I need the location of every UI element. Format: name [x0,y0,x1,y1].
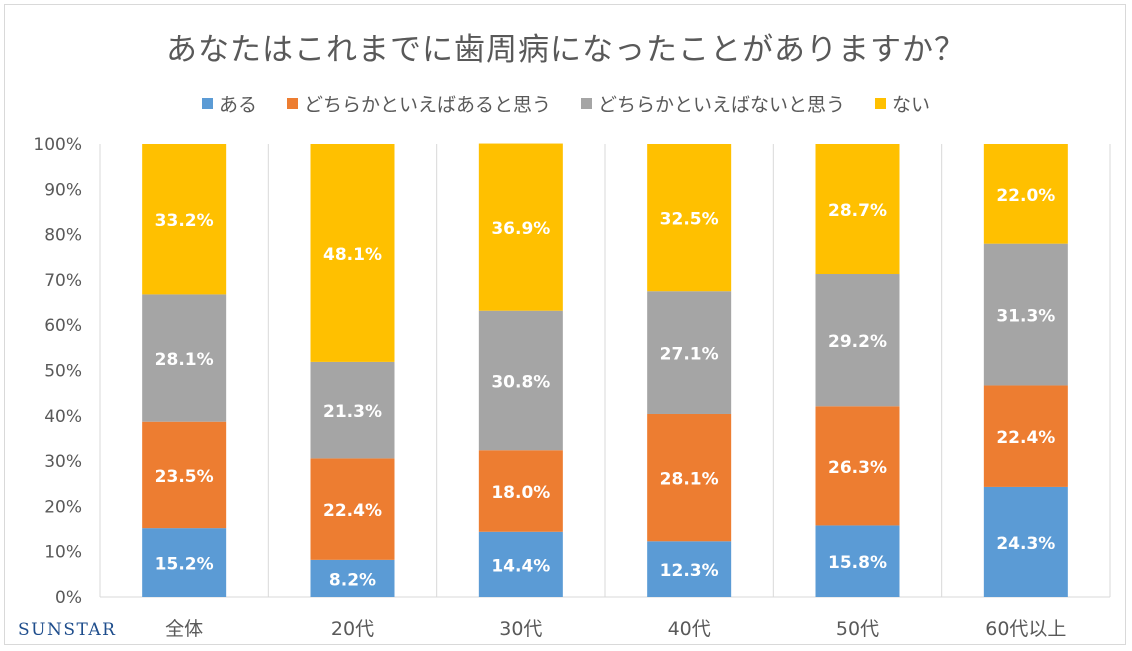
y-tick-label: 30% [44,452,82,472]
bar-segment [815,406,900,526]
legend-item-3: ない [875,90,930,117]
bar-segment [478,450,563,532]
data-label: 48.1% [323,245,382,265]
bar-segment [310,458,395,560]
bar-segment [815,144,900,275]
bar-segment [647,291,732,414]
data-label: 32.5% [660,210,719,230]
bar-segment [478,310,563,451]
brand-logo: SUNSTAR [18,620,117,640]
data-label: 22.0% [996,186,1055,206]
bar-segment [142,528,227,597]
data-label: 8.2% [329,570,376,590]
data-label: 28.7% [828,201,887,221]
bar-segment [310,144,395,362]
data-label: 29.2% [828,332,887,352]
legend-item-0: ある [201,90,257,117]
data-label: 23.5% [155,467,214,487]
legend-swatch [581,97,592,109]
y-tick-label: 20% [44,497,82,517]
y-tick-label: 70% [44,271,82,291]
data-label: 15.8% [828,553,887,573]
data-label: 36.9% [491,219,550,239]
x-tick-label: 40代 [668,618,711,640]
bar-segment [478,143,563,311]
y-tick-label: 50% [44,362,82,382]
data-label: 24.3% [996,534,1055,554]
y-tick-label: 10% [44,543,82,563]
bar-segment [983,243,1068,386]
data-label: 26.3% [828,458,887,478]
data-label: 28.1% [660,470,719,490]
bar-segment [983,144,1068,244]
y-tick-label: 60% [44,316,82,336]
chart-title: あなたはこれまでに歯周病になったことがありますか？ [166,32,966,68]
data-label: 27.1% [660,345,719,365]
data-label: 12.3% [660,561,719,581]
data-label: 18.0% [491,483,550,503]
legend-label: どちらかといえばないと思う [598,93,846,116]
y-tick-label: 80% [44,226,82,246]
y-tick-label: 40% [44,407,82,427]
data-label: 14.4% [491,556,550,576]
bar-segment [310,361,395,459]
bar-segment [142,144,227,295]
legend-label: ない [892,93,931,116]
y-tick-label: 100% [33,135,82,155]
legend-item-2: どちらかといえばないと思う [581,90,845,117]
legend-swatch [875,97,887,109]
bar-segment [815,525,900,597]
bar-segment [815,274,900,407]
bar-segment [983,486,1068,597]
data-label: 22.4% [323,501,382,521]
bar-segment [310,559,395,597]
legend-label: ある [218,93,257,116]
bar-segment [647,541,732,597]
legend: ある どちらかといえばあると思う どちらかといえばないと思う ない [0,90,1132,116]
bar-segment [142,421,227,529]
x-tick-label: 50代 [836,618,879,640]
data-label: 15.2% [155,555,214,575]
data-label: 31.3% [996,307,1055,327]
data-label: 22.4% [996,428,1055,448]
bar-segment [647,144,732,292]
x-tick-label: 20代 [331,618,374,640]
x-tick-label: 全体 [165,618,203,640]
x-tick-label: 30代 [499,618,542,640]
x-tick-label: 60代以上 [985,618,1066,640]
bar-segment [478,531,563,597]
bar-segment [647,413,732,542]
legend-item-1: どちらかといえばあると思う [286,90,551,117]
legend-swatch [201,97,213,109]
legend-label: どちらかといえばあると思う [303,93,551,116]
y-tick-label: 0% [55,588,82,608]
data-label: 21.3% [323,402,382,422]
data-label: 30.8% [491,372,550,392]
legend-swatch [286,97,298,109]
y-tick-label: 90% [44,180,82,200]
data-label: 28.1% [155,350,214,370]
bar-segment [983,385,1068,487]
data-label: 33.2% [155,211,214,231]
bar-segment [142,294,227,422]
